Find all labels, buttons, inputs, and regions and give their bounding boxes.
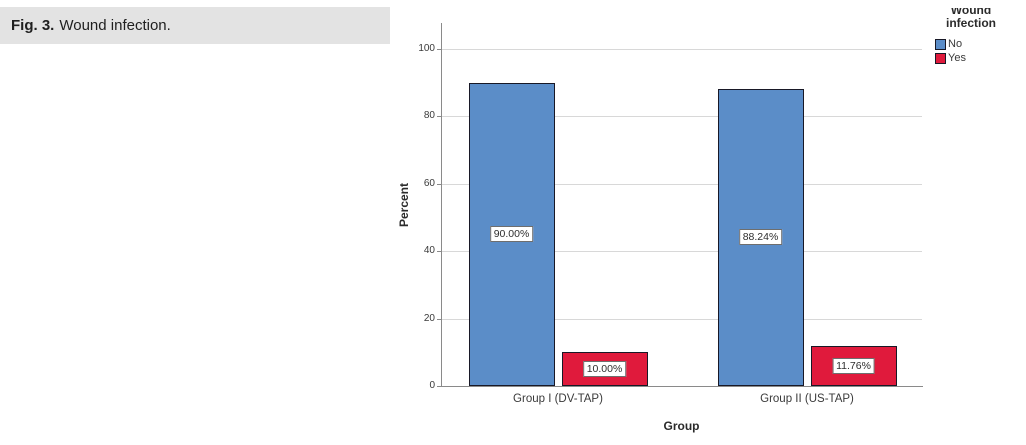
x-tick-label-1: Group I (DV-TAP) [513,393,603,405]
y-tickmark-80 [437,116,441,118]
gridline-100 [441,49,922,50]
legend-items: No Yes [928,37,1014,65]
y-tick-label-80: 80 [423,110,435,122]
value-label-yes-2: 11.76% [832,358,875,375]
legend-title-line1: Wound [950,8,992,17]
gridline-40 [441,251,922,253]
y-tick-label-20: 20 [423,312,435,324]
gridline-60 [441,183,922,185]
y-tick-label-100: 100 [418,43,435,54]
y-axis-title: Percent [397,182,411,227]
figure-caption: Fig. 3. Wound infection. [0,7,390,44]
y-tick-label-40: 40 [423,245,435,257]
y-tick-label-60: 60 [423,177,435,189]
y-tickmark-20 [437,318,441,320]
x-axis-line [441,386,923,387]
caption-text: Wound infection. [59,17,171,34]
legend-label-no: No [948,38,963,50]
y-axis-line [441,23,442,386]
y-tickmark-100 [437,49,441,50]
legend-label-yes: Yes [948,52,966,64]
value-label-no-2: 88.24% [738,229,783,246]
y-tickmark-60 [437,183,441,185]
legend-item-yes: Yes [935,51,1014,65]
y-tick-label-0: 0 [429,380,435,391]
legend-item-no: No [935,37,1014,51]
legend-swatch-yes-icon [935,52,946,64]
legend-title-line2: infection [946,16,996,30]
x-axis-title: Group [663,419,700,433]
gridline-80 [441,116,922,118]
gridline-20 [441,318,922,320]
caption-label: Fig. 3. [11,17,55,34]
legend-swatch-no-icon [935,38,946,50]
value-label-no-1: 90.00% [489,226,534,243]
y-tickmark-40 [437,251,441,253]
value-label-yes-1: 10.00% [582,361,627,378]
x-tick-label-2: Group II (US-TAP) [760,393,854,405]
chart-legend: Wound infection No Yes [928,8,1014,65]
y-tickmark-0 [437,386,441,387]
